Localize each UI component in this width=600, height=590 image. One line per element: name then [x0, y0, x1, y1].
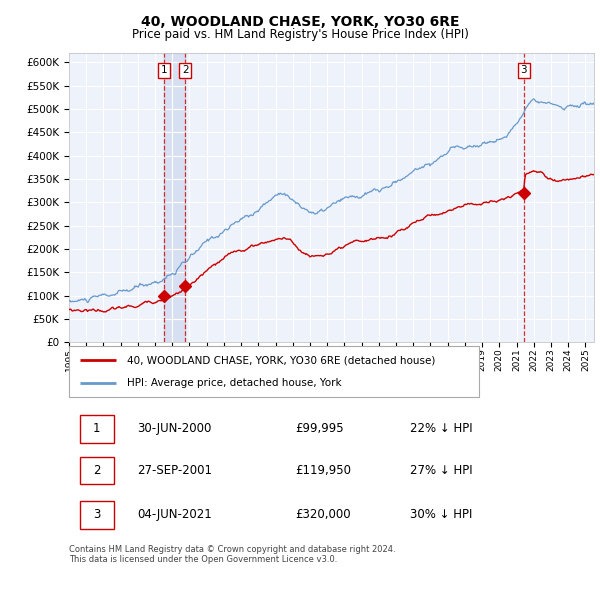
Text: 27-SEP-2001: 27-SEP-2001 — [137, 464, 212, 477]
Text: 27% ↓ HPI: 27% ↓ HPI — [410, 464, 473, 477]
Text: £119,950: £119,950 — [295, 464, 351, 477]
Bar — [164, 53, 185, 342]
FancyBboxPatch shape — [69, 346, 479, 397]
FancyBboxPatch shape — [79, 501, 113, 529]
Text: 40, WOODLAND CHASE, YORK, YO30 6RE (detached house): 40, WOODLAND CHASE, YORK, YO30 6RE (deta… — [127, 355, 435, 365]
FancyBboxPatch shape — [79, 415, 113, 442]
Text: 2: 2 — [182, 65, 188, 76]
Text: 04-JUN-2021: 04-JUN-2021 — [137, 509, 212, 522]
Text: Price paid vs. HM Land Registry's House Price Index (HPI): Price paid vs. HM Land Registry's House … — [131, 28, 469, 41]
Text: 1: 1 — [160, 65, 167, 76]
FancyBboxPatch shape — [79, 457, 113, 484]
Text: 40, WOODLAND CHASE, YORK, YO30 6RE: 40, WOODLAND CHASE, YORK, YO30 6RE — [141, 15, 459, 29]
Text: HPI: Average price, detached house, York: HPI: Average price, detached house, York — [127, 378, 341, 388]
Text: 3: 3 — [520, 65, 527, 76]
Text: 30% ↓ HPI: 30% ↓ HPI — [410, 509, 473, 522]
Text: 2: 2 — [93, 464, 100, 477]
Text: Contains HM Land Registry data © Crown copyright and database right 2024.
This d: Contains HM Land Registry data © Crown c… — [69, 545, 395, 565]
Text: £320,000: £320,000 — [295, 509, 350, 522]
Text: 22% ↓ HPI: 22% ↓ HPI — [410, 422, 473, 435]
Text: 30-JUN-2000: 30-JUN-2000 — [137, 422, 212, 435]
Text: 1: 1 — [93, 422, 100, 435]
Text: £99,995: £99,995 — [295, 422, 343, 435]
Text: 3: 3 — [93, 509, 100, 522]
